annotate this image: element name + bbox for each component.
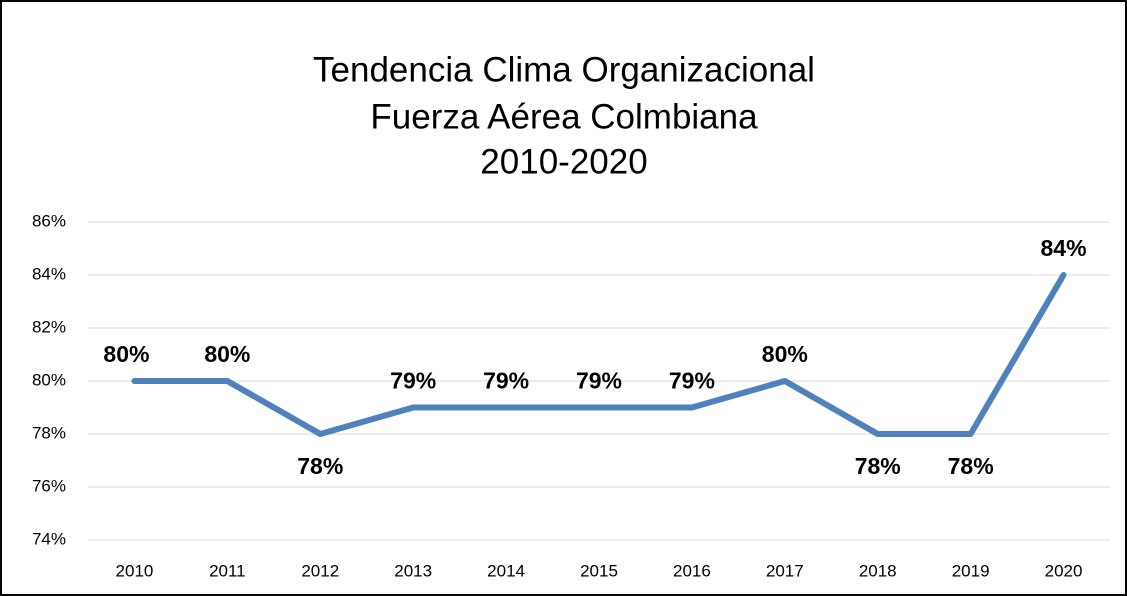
x-tick-label: 2010 bbox=[116, 561, 154, 580]
data-label: 80% bbox=[204, 341, 250, 367]
data-line bbox=[131, 272, 1067, 437]
data-label: 79% bbox=[669, 368, 715, 394]
data-label: 78% bbox=[855, 453, 901, 479]
y-tick-label: 80% bbox=[32, 370, 66, 389]
y-tick-label: 86% bbox=[32, 211, 66, 230]
y-tick-label: 76% bbox=[32, 476, 66, 495]
data-label: 78% bbox=[297, 453, 343, 479]
data-label: 79% bbox=[390, 368, 436, 394]
data-label: 79% bbox=[483, 368, 529, 394]
y-tick-label: 78% bbox=[32, 423, 66, 442]
data-label: 78% bbox=[948, 453, 994, 479]
x-tick-label: 2017 bbox=[766, 561, 804, 580]
x-tick-label: 2018 bbox=[859, 561, 897, 580]
chart-title: 2010-2020 bbox=[480, 142, 647, 181]
x-tick-label: 2019 bbox=[952, 561, 990, 580]
x-tick-label: 2015 bbox=[580, 561, 618, 580]
data-label: 79% bbox=[576, 368, 622, 394]
x-tick-label: 2016 bbox=[673, 561, 711, 580]
chart-title: Tendencia Clima Organizacional bbox=[313, 50, 815, 89]
x-tick-label: 2012 bbox=[301, 561, 339, 580]
data-label: 80% bbox=[103, 341, 149, 367]
y-tick-label: 84% bbox=[32, 264, 66, 283]
data-label: 84% bbox=[1041, 235, 1087, 261]
y-tick-label: 74% bbox=[32, 529, 66, 548]
y-tick-label: 82% bbox=[32, 317, 66, 336]
x-tick-label: 2014 bbox=[487, 561, 525, 580]
x-tick-label: 2013 bbox=[394, 561, 432, 580]
chart-title: Fuerza Aérea Colmbiana bbox=[370, 97, 758, 136]
x-tick-label: 2011 bbox=[209, 561, 246, 580]
data-label: 80% bbox=[762, 341, 808, 367]
x-tick-label: 2020 bbox=[1045, 561, 1083, 580]
